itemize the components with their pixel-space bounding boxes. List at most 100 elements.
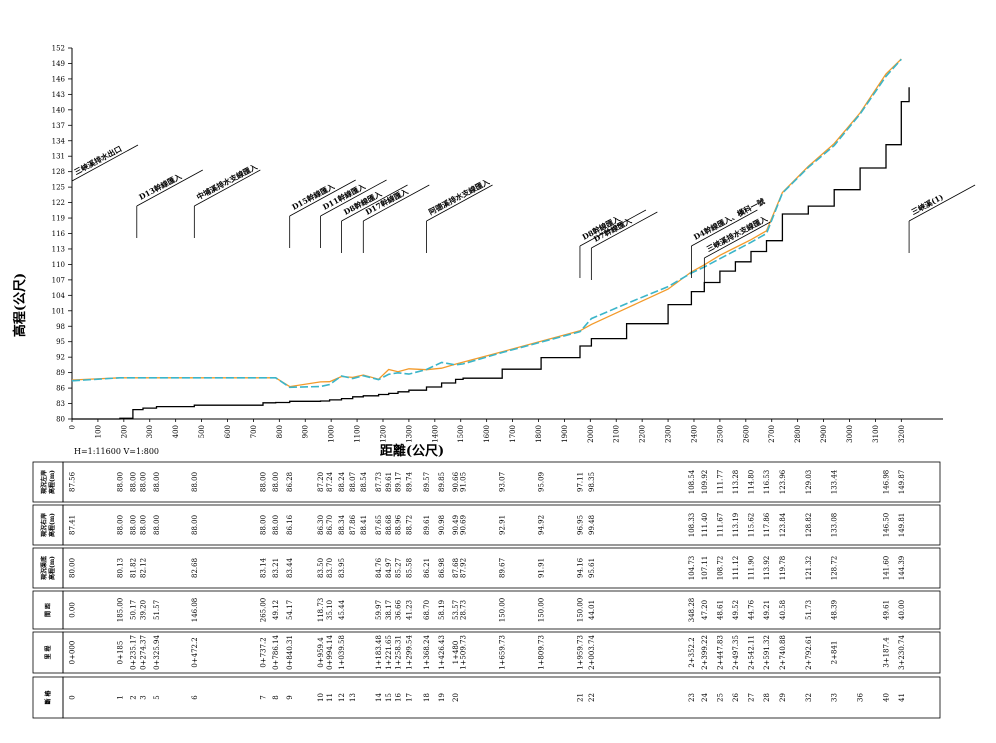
x-tick-label: 1500 bbox=[457, 425, 465, 443]
table-cell: 1+258.31 bbox=[395, 635, 403, 670]
y-tick-label: 146 bbox=[52, 75, 66, 83]
y-tick-label: 131 bbox=[52, 153, 65, 161]
table-cell: 2+740.88 bbox=[779, 635, 787, 670]
table-cell: 86.98 bbox=[438, 558, 446, 578]
table-cell: 99.48 bbox=[588, 515, 596, 535]
y-tick-label: 149 bbox=[52, 60, 65, 68]
table-cell: 133.44 bbox=[831, 469, 839, 494]
table-cell: 0.00 bbox=[69, 602, 77, 618]
table-cell: 88.00 bbox=[191, 515, 199, 535]
row-value-cell bbox=[62, 631, 941, 674]
x-tick-label: 2600 bbox=[742, 425, 750, 443]
table-cell: 88.72 bbox=[405, 515, 413, 535]
table-cell: 3 bbox=[140, 695, 148, 699]
y-tick-label: 110 bbox=[52, 261, 65, 269]
annotation: 三峽溪排水出口 bbox=[71, 143, 139, 213]
table-cell: 13 bbox=[349, 693, 357, 702]
table-cell: 114.80 bbox=[747, 470, 755, 495]
table-cell: 2 bbox=[129, 695, 137, 699]
x-tick-label: 0 bbox=[69, 425, 77, 429]
table-cell: 35.10 bbox=[326, 600, 334, 620]
table-cell: 89.57 bbox=[423, 472, 431, 492]
table-cell: 1+299.54 bbox=[405, 635, 413, 670]
x-tick-label: 3100 bbox=[872, 425, 880, 443]
table-cell: 88.54 bbox=[360, 471, 368, 492]
table-cell: 49.61 bbox=[883, 600, 891, 620]
x-tick-label: 2200 bbox=[639, 425, 647, 443]
table-cell: 49.12 bbox=[272, 600, 280, 620]
table-cell: 87.86 bbox=[349, 514, 357, 535]
table-cell: 68.70 bbox=[423, 600, 431, 620]
table-cell: 146.98 bbox=[883, 470, 891, 495]
table-cell: 87.73 bbox=[375, 472, 383, 492]
table-cell: 9 bbox=[286, 695, 294, 699]
row-label: 現況左岸 bbox=[40, 470, 48, 494]
table-cell: 89.74 bbox=[405, 471, 413, 492]
x-tick-label: 3000 bbox=[846, 425, 854, 443]
table-cell: 129.03 bbox=[805, 470, 813, 495]
table-cell: 87.68 bbox=[452, 558, 460, 578]
table-cell: 84.76 bbox=[375, 557, 383, 578]
table-cell: 121.32 bbox=[805, 556, 813, 581]
table-cell: 86.21 bbox=[423, 558, 431, 578]
table-row: 現況左岸 高程(m) 87.56 88.00 88.00 88.00 88.00 88.00 8… bbox=[32, 461, 941, 503]
table-cell: 86.16 bbox=[286, 514, 294, 535]
annotation-label: 三峽溪排水出口 bbox=[72, 143, 123, 176]
table-cell: 1+959.73 bbox=[576, 635, 584, 670]
table-cell: 88.07 bbox=[349, 472, 357, 492]
row-value-cell bbox=[62, 590, 941, 630]
table-cell: 87.24 bbox=[326, 471, 334, 492]
x-axis-label: 距離(公尺) bbox=[380, 443, 444, 459]
x-tick-label: 700 bbox=[250, 425, 258, 438]
table-cell: 0+472.2 bbox=[191, 637, 199, 667]
table-cell: 20 bbox=[452, 693, 460, 702]
annotation-slope bbox=[908, 184, 976, 222]
table-cell: 48.39 bbox=[831, 600, 839, 620]
table-cell: 1+480 bbox=[452, 641, 460, 665]
table-cell: 115.62 bbox=[747, 513, 755, 538]
table-cell: 88.24 bbox=[338, 471, 346, 492]
table-cell: 0 bbox=[69, 695, 77, 699]
table-cell: 116.53 bbox=[763, 470, 771, 495]
table-cell: 19 bbox=[438, 693, 446, 702]
row-value-cell bbox=[62, 676, 941, 719]
annotation-slope bbox=[579, 209, 647, 247]
table-cell: 59.97 bbox=[375, 600, 383, 620]
table-cell: 0+000 bbox=[69, 641, 77, 665]
y-tick-label: 92 bbox=[56, 354, 65, 362]
table-cell: 0+325.94 bbox=[153, 635, 161, 670]
x-tick-label: 2700 bbox=[768, 425, 776, 443]
table-cell: 0+840.31 bbox=[286, 635, 294, 670]
table-row: 現況右岸 高程(m) 87.41 88.00 88.00 88.00 88.00 88.00 8… bbox=[32, 504, 941, 546]
table-cell: 48.61 bbox=[716, 600, 724, 620]
y-tick-label: 113 bbox=[52, 245, 65, 253]
table-cell: 146.08 bbox=[191, 598, 199, 623]
table-cell: 85.58 bbox=[405, 558, 413, 578]
table-cell: 95.61 bbox=[588, 558, 596, 578]
table-cell: 88.00 bbox=[129, 472, 137, 492]
table-cell: 111.67 bbox=[716, 513, 724, 538]
table-cell: 49.52 bbox=[732, 600, 740, 620]
table-cell: 88.00 bbox=[272, 515, 280, 535]
y-tick-label: 95 bbox=[56, 338, 65, 346]
y-tick-label: 89 bbox=[56, 369, 65, 377]
table-cell: 88.00 bbox=[140, 472, 148, 492]
row-value-cell bbox=[62, 504, 941, 546]
table-cell: 23 bbox=[688, 693, 696, 702]
y-tick-label: 83 bbox=[56, 400, 65, 408]
y-tick-label: 152 bbox=[52, 45, 65, 53]
table-cell: 146.50 bbox=[883, 513, 891, 538]
annotation: 中埔溪排水支線匯入 bbox=[193, 161, 261, 238]
data-table: 現況左岸 高程(m) 87.56 88.00 88.00 88.00 88.00 88.00 8… bbox=[32, 461, 941, 719]
annotation-slope bbox=[194, 169, 261, 207]
table-cell: 89.61 bbox=[385, 472, 393, 492]
y-tick-label: 125 bbox=[52, 184, 65, 192]
table-cell: 40.00 bbox=[898, 600, 906, 620]
table-cell: 185.00 bbox=[116, 598, 124, 623]
table-cell: 96.95 bbox=[576, 515, 584, 535]
table-cell: 54.17 bbox=[286, 600, 294, 620]
annotation-slope bbox=[320, 179, 387, 217]
y-tick-label: 86 bbox=[56, 385, 65, 393]
table-cell: 5 bbox=[153, 695, 161, 699]
